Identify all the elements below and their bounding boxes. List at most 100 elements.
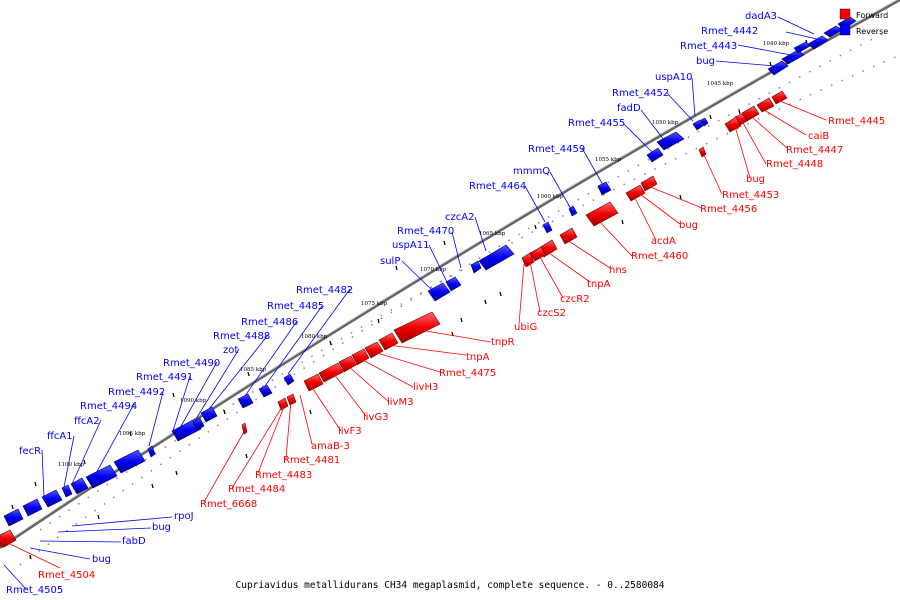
gene-forward	[585, 201, 619, 227]
gene-reverse	[85, 464, 118, 489]
gene-reverse	[147, 445, 156, 458]
gene-label-fecR: fecR	[19, 446, 41, 457]
gene-label-Rmet_4486: Rmet_4486	[241, 317, 298, 328]
gene-label-Rmet_4443: Rmet_4443	[680, 41, 737, 52]
forward-gene-labels: Rmet_4445 caiB Rmet_4447 Rmet_4448 bug R…	[38, 116, 885, 581]
gene-forward	[640, 175, 658, 192]
inner-dotted-arc	[39, 54, 900, 531]
gene-forward	[771, 90, 788, 105]
gene-label-rpoJ: rpoJ	[174, 511, 194, 522]
gene-label-Rmet_4452: Rmet_4452	[612, 88, 669, 99]
gene-label-Rmet_4460: Rmet_4460	[631, 251, 688, 262]
gene-forward	[698, 146, 707, 158]
gene-label-Rmet_4475: Rmet_4475	[439, 368, 496, 379]
forward-leader-lines	[9, 100, 827, 569]
gene-label-tnpA: tnpA	[587, 279, 611, 290]
gene-label-Rmet_4445: Rmet_4445	[828, 116, 885, 127]
gene-reverse	[470, 260, 482, 274]
gene-reverse	[41, 489, 63, 508]
legend-forward-swatch	[839, 8, 851, 20]
gene-label-czcA2: czcA2	[445, 212, 474, 223]
gene-reverse	[781, 49, 805, 65]
scale-label: 1050 kbp	[652, 120, 679, 126]
gene-label-czcR2: czcR2	[560, 294, 590, 305]
scale-label: 1085 kbp	[240, 367, 267, 373]
gene-label-bug: bug	[679, 220, 698, 231]
gene-reverse	[200, 406, 218, 423]
legend: Forward Reverse	[839, 8, 888, 36]
gene-label-Rmet_4490: Rmet_4490	[163, 358, 220, 369]
gene-reverse	[258, 384, 273, 398]
gene-forward	[351, 348, 370, 366]
gene-label-uspA11: uspA11	[392, 240, 429, 251]
gene-forward	[364, 341, 384, 359]
gene-label-Rmet_4488: Rmet_4488	[213, 331, 270, 342]
gene-label-Rmet_4485: Rmet_4485	[267, 301, 324, 312]
gene-reverse	[767, 60, 789, 76]
scale-label: 1100 kbp	[58, 462, 85, 468]
gene-reverse	[113, 449, 146, 474]
gene-reverse	[171, 418, 202, 442]
gene-label-Rmet_4483: Rmet_4483	[255, 470, 312, 481]
gene-label-Rmet_4482: Rmet_4482	[296, 285, 353, 296]
gene-label-Rmet_4448: Rmet_4448	[766, 159, 823, 170]
gene-forward	[378, 332, 399, 351]
map-caption: Cupriavidus metallidurans CH34 megaplasm…	[236, 580, 665, 591]
scale-label: 1090 kbp	[180, 398, 207, 404]
gene-label-amaB-3: amaB-3	[311, 441, 350, 452]
gene-label-czcS2: czcS2	[537, 308, 566, 319]
gene-label-Rmet_4481: Rmet_4481	[283, 455, 340, 466]
gene-forward	[318, 362, 344, 383]
gene-reverse	[237, 393, 254, 409]
gene-label-Rmet_6668: Rmet_6668	[200, 499, 257, 510]
reverse-genes	[3, 16, 857, 527]
gene-reverse	[823, 25, 843, 38]
gene-label-Rmet_4464: Rmet_4464	[469, 181, 526, 192]
gene-forward	[625, 184, 646, 202]
gene-label-Rmet_4491: Rmet_4491	[136, 372, 193, 383]
gene-reverse	[427, 282, 451, 302]
gene-reverse	[283, 373, 295, 386]
gene-label-livM3: livM3	[387, 397, 413, 408]
gene-label-Rmet_4484: Rmet_4484	[228, 484, 285, 495]
gene-label-Rmet_4453: Rmet_4453	[722, 190, 779, 201]
gene-forward	[286, 393, 297, 406]
gene-label-acdA: acdA	[651, 236, 676, 247]
reverse-leader-lines	[3, 16, 827, 590]
gene-label-Rmet_4470: Rmet_4470	[397, 226, 454, 237]
gene-label-Rmet_4447: Rmet_4447	[786, 145, 843, 156]
gene-forward	[756, 97, 775, 113]
forward-genes	[0, 90, 788, 548]
gene-label-Rmet_4492: Rmet_4492	[108, 387, 165, 398]
gene-label-ffcA1: ffcA1	[47, 431, 73, 442]
gene-forward	[338, 355, 357, 373]
gene-label-uspA10: uspA10	[655, 72, 692, 83]
gene-reverse	[597, 181, 612, 196]
gene-label-bug: bug	[152, 522, 171, 533]
scale-label: 1095 kbp	[119, 431, 146, 437]
gene-label-Rmet_4494: Rmet_4494	[80, 401, 137, 412]
scale-label: 1065 kbp	[479, 231, 506, 237]
gene-forward	[559, 227, 578, 245]
gene-forward	[277, 397, 289, 411]
gene-reverse	[478, 244, 515, 271]
gene-forward	[241, 422, 248, 435]
gene-reverse	[22, 498, 43, 517]
scale-label: 1070 kbp	[420, 267, 447, 273]
gene-label-sulP: sulP	[380, 256, 400, 267]
gene-reverse	[445, 276, 462, 292]
gene-label-hns: hns	[609, 265, 627, 276]
gene-forward	[303, 373, 324, 392]
gene-label-tnpA: tnpA	[466, 352, 490, 363]
gene-forward	[529, 246, 546, 262]
gene-label-ubiG: ubiG	[514, 322, 537, 333]
gene-label-livH3: livH3	[413, 382, 438, 393]
gene-reverse	[656, 131, 685, 151]
gene-reverse	[70, 477, 89, 495]
legend-reverse-label: Reverse	[856, 27, 888, 36]
gene-label-Rmet_4442: Rmet_4442	[701, 26, 758, 37]
scale-label: 1060 kbp	[537, 194, 564, 200]
gene-forward	[393, 311, 441, 344]
scale-label: 1040 kbp	[763, 41, 790, 47]
scale-labels: 1040 kbp 1045 kbp 1050 kbp 1055 kbp 1060…	[58, 41, 790, 468]
